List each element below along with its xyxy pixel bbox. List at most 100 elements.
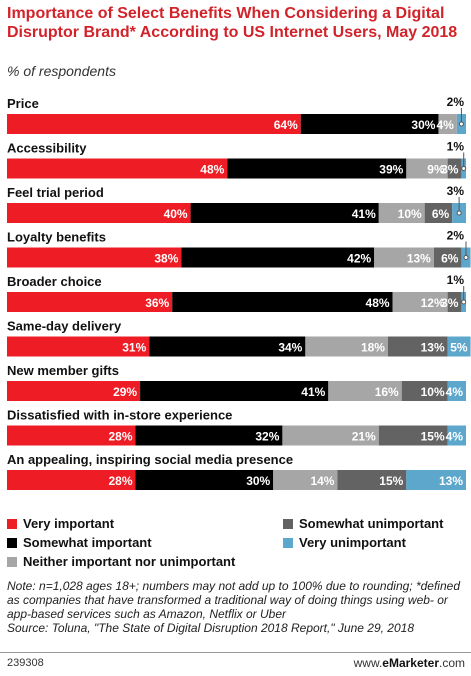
bar-dissatisfied-with-in-store-experience-very-unimportant: [447, 425, 466, 446]
bar-accessibility-very-important: [7, 158, 228, 179]
legend-very-unimportant: Very unimportant: [283, 535, 406, 550]
leader-dot-feel-trial-period: [456, 210, 462, 216]
category-label-an-appealing-inspiring-social-media-presence: An appealing, inspiring social media pre…: [7, 452, 293, 467]
value-label-dissatisfied-with-in-store-experience-somewhat-important: 32%: [255, 430, 279, 444]
legend-label-somewhat-unimportant: Somewhat unimportant: [299, 516, 444, 531]
legend-swatch-somewhat-unimportant: [283, 518, 293, 529]
value-label-same-day-delivery-very-unimportant: 5%: [450, 341, 468, 355]
category-label-feel-trial-period: Feel trial period: [7, 185, 104, 200]
legend-somewhat-unimportant: Somewhat unimportant: [283, 516, 443, 531]
value-label-new-member-gifts-neither-important-nor-unimportant: 16%: [375, 385, 399, 399]
bar-dissatisfied-with-in-store-experience-very-important: [7, 425, 136, 446]
bar-same-day-delivery-somewhat-unimportant: [387, 336, 448, 357]
category-label-dissatisfied-with-in-store-experience: Dissatisfied with in-store experience: [7, 408, 232, 423]
chart-id: 239308: [7, 657, 44, 669]
bar-accessibility-neither-important-nor-unimportant: [406, 158, 448, 179]
value-label-loyalty-benefits-very-unimportant: 2%: [447, 229, 465, 243]
bar-loyalty-benefits-somewhat-important: [181, 247, 375, 268]
source-text: Source: Toluna, "The State of Digital Di…: [7, 621, 414, 635]
legend-swatch-very-important: [7, 518, 17, 529]
bar-feel-trial-period-somewhat-unimportant: [424, 203, 453, 223]
legend-label-very-unimportant: Very unimportant: [299, 535, 406, 550]
note-text: Note: n=1,028 ages 18+; numbers may not …: [7, 579, 460, 621]
bar-same-day-delivery-somewhat-important: [149, 336, 306, 357]
category-label-accessibility: Accessibility: [7, 141, 87, 156]
value-label-accessibility-neither-important-nor-unimportant: 9%: [427, 163, 445, 177]
value-label-new-member-gifts-very-unimportant: 4%: [446, 385, 464, 399]
value-label-same-day-delivery-neither-important-nor-unimportant: 18%: [361, 341, 385, 355]
value-label-feel-trial-period-neither-important-nor-unimportant: 10%: [398, 207, 422, 221]
value-label-dissatisfied-with-in-store-experience-very-important: 28%: [108, 430, 132, 444]
brand-suffix: .com: [438, 656, 465, 670]
bar-dissatisfied-with-in-store-experience-somewhat-unimportant: [378, 425, 448, 446]
value-label-an-appealing-inspiring-social-media-presence-somewhat-important: 30%: [246, 474, 270, 488]
value-label-dissatisfied-with-in-store-experience-somewhat-unimportant: 15%: [421, 430, 445, 444]
bar-broader-choice-neither-important-nor-unimportant: [392, 292, 448, 312]
value-label-new-member-gifts-somewhat-important: 41%: [301, 385, 325, 399]
bar-loyalty-benefits-neither-important-nor-unimportant: [374, 247, 434, 268]
chart-subtitle: % of respondents: [7, 63, 116, 79]
bar-feel-trial-period-neither-important-nor-unimportant: [378, 203, 425, 223]
category-label-broader-choice: Broader choice: [7, 274, 102, 289]
value-label-an-appealing-inspiring-social-media-presence-very-unimportant: 13%: [439, 474, 463, 488]
value-label-broader-choice-somewhat-unimportant: 3%: [441, 296, 459, 310]
bar-new-member-gifts-somewhat-important: [140, 381, 329, 401]
value-label-feel-trial-period-very-important: 40%: [164, 207, 188, 221]
value-label-accessibility-somewhat-unimportant: 3%: [441, 163, 459, 177]
value-label-accessibility-somewhat-important: 39%: [379, 163, 403, 177]
bar-new-member-gifts-very-unimportant: [447, 381, 466, 401]
value-label-price-very-important: 64%: [274, 118, 298, 132]
value-label-loyalty-benefits-neither-important-nor-unimportant: 13%: [407, 252, 431, 266]
bar-new-member-gifts-very-important: [7, 381, 141, 401]
bar-same-day-delivery-neither-important-nor-unimportant: [305, 336, 388, 357]
value-label-accessibility-very-unimportant: 1%: [447, 140, 465, 154]
category-label-price: Price: [7, 96, 39, 111]
bar-price-neither-important-nor-unimportant: [438, 114, 457, 134]
value-label-an-appealing-inspiring-social-media-presence-somewhat-unimportant: 15%: [379, 474, 403, 488]
bar-loyalty-benefits-somewhat-unimportant: [433, 247, 462, 268]
legend-neither: Neither important nor unimportant: [7, 554, 235, 569]
value-label-loyalty-benefits-somewhat-unimportant: 6%: [441, 252, 459, 266]
legend-label-neither: Neither important nor unimportant: [23, 554, 236, 569]
legend-somewhat-important: Somewhat important: [7, 535, 152, 550]
value-label-an-appealing-inspiring-social-media-presence-neither-important-nor-unimportant: 14%: [310, 474, 334, 488]
value-label-dissatisfied-with-in-store-experience-very-unimportant: 4%: [446, 430, 464, 444]
bar-an-appealing-inspiring-social-media-presence-somewhat-important: [135, 470, 274, 490]
legend-very-important: Very important: [7, 516, 114, 531]
bar-an-appealing-inspiring-social-media-presence-neither-important-nor-unimportant: [273, 470, 338, 490]
bar-feel-trial-period-very-important: [7, 203, 191, 223]
bar-feel-trial-period-somewhat-important: [190, 203, 379, 223]
leader-dot-loyalty-benefits: [463, 255, 469, 260]
value-label-loyalty-benefits-somewhat-important: 42%: [347, 252, 371, 266]
bar-price-very-important: [7, 114, 301, 134]
leader-dot-broader-choice: [461, 299, 467, 305]
value-label-same-day-delivery-very-important: 31%: [122, 341, 146, 355]
bar-an-appealing-inspiring-social-media-presence-somewhat-unimportant: [337, 470, 407, 490]
value-label-price-very-unimportant: 2%: [447, 95, 465, 109]
value-label-broader-choice-very-unimportant: 1%: [447, 273, 465, 287]
footer-divider: [0, 652, 471, 653]
bar-accessibility-somewhat-important: [227, 158, 407, 179]
value-label-same-day-delivery-somewhat-unimportant: 13%: [421, 341, 445, 355]
bar-broader-choice-very-important: [7, 292, 173, 312]
brand-prefix: www.: [353, 656, 383, 670]
value-label-feel-trial-period-somewhat-unimportant: 6%: [432, 207, 450, 221]
legend-swatch-very-unimportant: [283, 537, 293, 548]
legend-swatch-neither: [7, 556, 17, 567]
value-label-price-somewhat-important: 30%: [411, 118, 435, 132]
value-label-loyalty-benefits-very-important: 38%: [154, 252, 178, 266]
bar-dissatisfied-with-in-store-experience-somewhat-important: [135, 425, 283, 446]
value-label-feel-trial-period-very-unimportant: 3%: [447, 184, 465, 198]
value-label-an-appealing-inspiring-social-media-presence-very-important: 28%: [108, 474, 132, 488]
value-label-feel-trial-period-somewhat-important: 41%: [352, 207, 376, 221]
legend-label-somewhat-important: Somewhat important: [23, 535, 152, 550]
value-label-broader-choice-somewhat-important: 48%: [366, 296, 390, 310]
brand-name: eMarketer: [382, 656, 439, 670]
category-label-loyalty-benefits: Loyalty benefits: [7, 230, 106, 245]
bar-new-member-gifts-neither-important-nor-unimportant: [328, 381, 402, 401]
category-label-new-member-gifts: New member gifts: [7, 363, 119, 378]
value-label-dissatisfied-with-in-store-experience-neither-important-nor-unimportant: 21%: [352, 430, 376, 444]
bar-an-appealing-inspiring-social-media-presence-very-unimportant: [406, 470, 466, 490]
legend-label-very-important: Very important: [23, 516, 115, 531]
